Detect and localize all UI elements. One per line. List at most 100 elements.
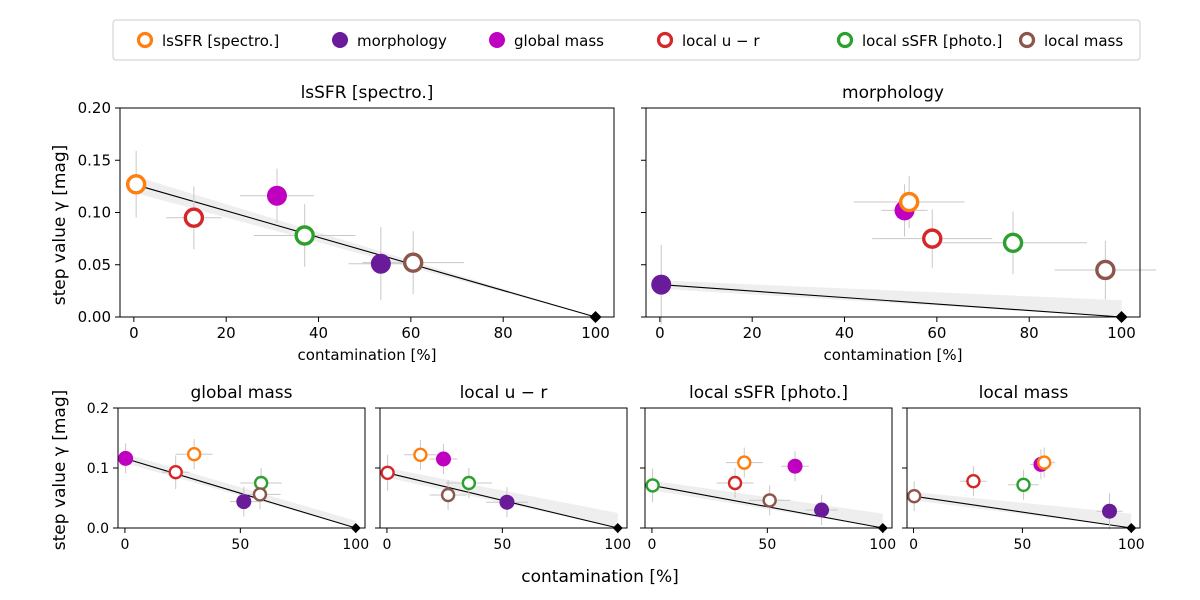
x-tick-label-lsSFR-0: 0 — [129, 324, 139, 342]
y-tick-label-lsSFR-0: 0.00 — [78, 308, 111, 326]
legend-entry-lssfr: local sSFR [photo.] — [836, 31, 1002, 50]
uncertainty-band-lsSFR — [133, 175, 596, 317]
fit-line-lmass — [913, 495, 1132, 529]
panel-title-morph: morphology — [842, 83, 944, 103]
legend-entry-lsSFR: lsSFR [spectro.] — [136, 31, 279, 50]
uncertainty-band-morph — [659, 280, 1122, 317]
point-lssfr-lsSFR — [737, 455, 752, 470]
point-lur-lmass — [440, 487, 456, 503]
point-morph-lsSFR — [898, 191, 920, 213]
x-axis-label-bottom: contamination [%] — [521, 567, 678, 587]
point-lmass-lsSFR — [1036, 455, 1052, 470]
x-tick-label-lssfr-50: 50 — [758, 537, 776, 553]
y-tick-label-gmass-0: 0.0 — [87, 521, 109, 537]
legend-marker-lsSFR — [136, 31, 154, 49]
x-tick-label-lmass-0: 0 — [909, 537, 918, 553]
x-tick-label-gmass-50: 50 — [231, 537, 249, 553]
y-tick-label-lsSFR-4: 0.20 — [78, 99, 111, 117]
x-tick-label-lssfr-100: 100 — [869, 537, 896, 553]
x-tick-label-morph-80: 80 — [1020, 324, 1039, 342]
point-gmass-lmass — [252, 487, 268, 502]
legend-entry-lmass: local mass — [1018, 31, 1123, 50]
legend-entry-gmass: global mass — [489, 32, 604, 50]
x-tick-label-morph-40: 40 — [835, 324, 854, 342]
x-tick-label-lur-100: 100 — [604, 537, 631, 553]
point-morph-morph — [651, 274, 672, 295]
point-gmass-gmass — [118, 450, 134, 466]
point-lsSFR-lmass — [402, 252, 424, 273]
x-tick-label-morph-0: 0 — [655, 324, 665, 342]
panel-lmass: local mass 0 50 100 — [902, 383, 1145, 553]
point-gmass-lur — [168, 465, 183, 480]
legend-label-gmass: global mass — [514, 32, 604, 50]
point-lur-lsSFR — [413, 447, 428, 462]
x-tick-label-lssfr-0: 0 — [647, 537, 656, 553]
panel-lssfr: local sSFR [photo.] 0 50 100 — [640, 383, 896, 553]
point-lssfr-lssfr — [645, 478, 660, 493]
panels: lsSFR [spectro.]0 20 40 60 80 1000.000.050.10… — [78, 83, 1157, 553]
panel-title-lssfr: local sSFR [photo.] — [689, 383, 848, 403]
x-tick-label-morph-20: 20 — [743, 324, 762, 342]
x-tick-label-gmass-100: 100 — [342, 537, 369, 553]
y-axis-label-top: step value γ [mag] — [50, 145, 70, 306]
point-lssfr-lmass — [762, 493, 777, 508]
y-tick-label-lsSFR-3: 0.15 — [78, 151, 111, 169]
panel-morph: morphology 0 20 40 60 80 100 contamination [%] — [641, 83, 1157, 364]
legend-label-morph: morphology — [357, 32, 447, 50]
legend: lsSFR [spectro.] morphology global mass loc… — [112, 19, 1141, 61]
x-tick-label-gmass-0: 0 — [120, 537, 129, 553]
legend-label-lsSFR: lsSFR [spectro.] — [162, 32, 279, 50]
legend-label-lssfr: local sSFR [photo.] — [862, 32, 1002, 50]
y-tick-label-lsSFR-2: 0.10 — [78, 204, 111, 222]
legend-marker-gmass — [489, 32, 505, 48]
point-gmass-morph — [236, 494, 252, 510]
fit-line-lsSFR — [133, 183, 596, 318]
point-lmass-lssfr — [1016, 477, 1031, 492]
legend-label-lur: local u − r — [682, 32, 760, 50]
legend-marker-lmass — [1018, 31, 1036, 49]
point-lssfr-lur — [727, 475, 743, 491]
y-tick-label-lsSFR-1: 0.05 — [78, 256, 111, 274]
point-morph-lssfr — [1002, 232, 1024, 254]
panel-lsSFR: lsSFR [spectro.] 0 20 40 60 80 100 0.00 0.05 0.10… — [78, 83, 615, 364]
point-lur-gmass — [435, 451, 451, 467]
point-lur-morph — [499, 494, 515, 510]
legend-entry-lur: local u − r — [656, 31, 760, 50]
point-lur-lssfr — [461, 475, 477, 491]
legend-label-lmass: local mass — [1044, 32, 1123, 50]
point-lssfr-gmass — [787, 458, 803, 474]
point-lmass-morph — [1102, 503, 1118, 519]
legend-marker-morph — [332, 32, 348, 48]
point-morph-lur — [922, 228, 943, 249]
point-gmass-lssfr — [253, 475, 269, 491]
point-lsSFR-gmass — [266, 185, 287, 206]
panel-title-gmass: global mass — [191, 383, 293, 403]
point-lur-lur — [380, 465, 395, 480]
x-tick-label-lsSFR-100: 100 — [581, 324, 610, 342]
x-tick-label-lsSFR-20: 20 — [217, 324, 236, 342]
x-axis-label-lsSFR: contamination [%] — [298, 346, 437, 364]
panel-title-lmass: local mass — [979, 383, 1069, 403]
uncertainty-band-gmass — [124, 453, 356, 528]
x-axis-label-morph: contamination [%] — [824, 346, 963, 364]
x-tick-label-morph-100: 100 — [1107, 324, 1136, 342]
fit-line-morph — [659, 284, 1122, 318]
fit-line-gmass — [124, 457, 356, 529]
x-tick-label-lmass-50: 50 — [1013, 537, 1031, 553]
y-tick-label-gmass-1: 0.1 — [87, 461, 109, 477]
panel-title-lsSFR: lsSFR [spectro.] — [301, 83, 434, 103]
point-lmass-lur — [966, 474, 981, 489]
point-lsSFR-lssfr — [294, 225, 315, 246]
panel-title-lur: local u − r — [460, 383, 548, 403]
point-morph-lmass — [1095, 259, 1116, 281]
x-tick-label-lur-50: 50 — [493, 537, 511, 553]
legend-frame — [112, 19, 1141, 61]
legend-marker-lssfr — [836, 31, 854, 49]
y-tick-label-gmass-2: 0.2 — [87, 401, 109, 417]
point-gmass-lsSFR — [186, 447, 202, 462]
x-tick-label-lur-0: 0 — [382, 537, 391, 553]
point-lsSFR-morph — [370, 253, 391, 274]
x-tick-label-lsSFR-60: 60 — [401, 324, 420, 342]
panel-gmass: global mass 0 50 100 0.0 0.1 0.2 — [87, 383, 369, 553]
